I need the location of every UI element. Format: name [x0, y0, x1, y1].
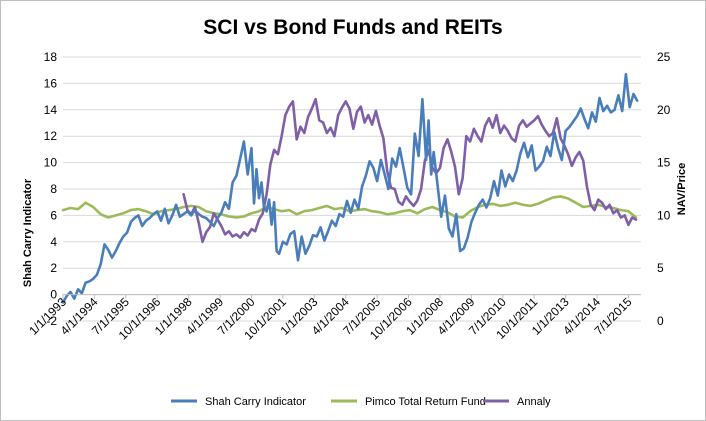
x-axis: 1/1/19934/1/19947/1/199510/1/19961/1/199… — [26, 294, 641, 342]
y-right-tick-label: 0 — [657, 314, 664, 328]
legend: Shah Carry Indicator Pimco Total Return F… — [171, 396, 551, 408]
series-line-annaly — [182, 97, 638, 244]
y-axis-right: 0 5 10 15 20 25 — [657, 50, 671, 328]
y-right-tick-label: 10 — [657, 208, 671, 222]
y-left-tick-label: 8 — [50, 182, 57, 196]
y-right-tick-label: 25 — [657, 50, 671, 64]
gridlines — [63, 56, 641, 322]
y-axis-left-title: Shah Carry Indicator — [22, 178, 34, 287]
y-right-tick-label: 5 — [657, 261, 664, 275]
plot-area — [61, 72, 639, 304]
y-left-tick-label: 2 — [50, 261, 57, 275]
legend-label: Annaly — [517, 396, 551, 408]
y-left-tick-label: -2 — [46, 314, 57, 328]
chart-title: SCI vs Bond Funds and REITs — [203, 16, 502, 39]
y-left-tick-label: 12 — [44, 129, 58, 143]
y-right-tick-label: 15 — [657, 156, 671, 170]
legend-label: Pimco Total Return Fund — [365, 396, 486, 408]
y-left-tick-label: 6 — [50, 208, 57, 222]
y-axis-left: -2 0 2 4 6 8 10 12 14 16 18 — [44, 50, 58, 328]
y-left-tick-label: 4 — [50, 235, 57, 249]
legend-label: Shah Carry Indicator — [205, 396, 306, 408]
y-left-tick-label: 14 — [44, 103, 58, 117]
y-axis-right-title: NAV/Price — [676, 163, 688, 215]
y-left-tick-label: 18 — [44, 50, 58, 64]
y-left-tick-label: 0 — [50, 288, 57, 302]
y-left-tick-label: 10 — [44, 156, 58, 170]
y-left-tick-label: 16 — [44, 76, 58, 90]
series-line-shah-carry-indicator — [61, 72, 639, 304]
y-right-tick-label: 20 — [657, 103, 671, 117]
